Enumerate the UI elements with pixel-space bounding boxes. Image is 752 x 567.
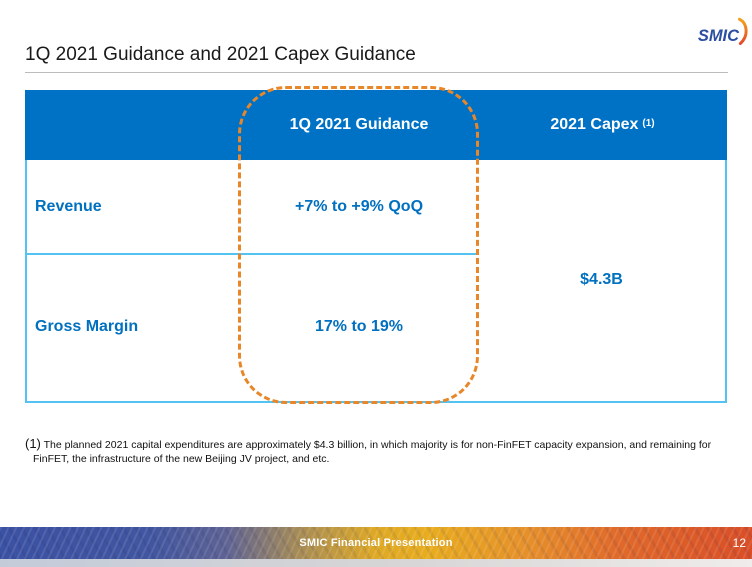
title-divider — [25, 72, 728, 73]
footnote: (1) The planned 2021 capital expenditure… — [25, 437, 737, 466]
row-label-revenue: Revenue — [35, 198, 102, 215]
table-body: Revenue +7% to +9% QoQ Gross Margin 17% … — [25, 160, 727, 403]
gross-margin-guidance-value: 17% to 19% — [314, 318, 404, 335]
capex-footnote-marker: (1) — [642, 117, 655, 129]
slide-title: 1Q 2021 Guidance and 2021 Capex Guidance — [25, 44, 416, 65]
smic-logo: SMIC — [697, 16, 749, 52]
footer-bar: SMIC Financial Presentation 12 — [0, 527, 752, 559]
column-header-guidance-label: 1Q 2021 Guidance — [289, 116, 429, 133]
guidance-table: 1Q 2021 Guidance 2021 Capex (1) Revenue … — [25, 90, 727, 403]
row-divider — [27, 253, 478, 255]
column-header-capex-label: 2021 Capex — [550, 116, 639, 133]
row-label-gross-margin: Gross Margin — [35, 318, 139, 335]
smic-logo-text: SMIC — [698, 27, 740, 45]
column-header-capex: 2021 Capex (1) — [478, 90, 727, 160]
page-number: 12 — [732, 536, 746, 550]
footer-title: SMIC Financial Presentation — [299, 537, 453, 549]
capex-value: $4.3B — [580, 270, 623, 288]
column-header-guidance: 1Q 2021 Guidance — [240, 90, 478, 160]
revenue-guidance-value: +7% to +9% QoQ — [294, 198, 424, 215]
logo-swoosh-icon — [737, 17, 748, 46]
footnote-text: The planned 2021 capital expenditures ar… — [33, 439, 712, 465]
footer-bottom-strip — [0, 559, 752, 567]
table-header-row: 1Q 2021 Guidance 2021 Capex (1) — [25, 90, 727, 160]
capex-value-cell: $4.3B — [478, 160, 725, 399]
footnote-marker: (1) — [25, 436, 41, 451]
smic-logo-icon: SMIC — [698, 17, 748, 46]
